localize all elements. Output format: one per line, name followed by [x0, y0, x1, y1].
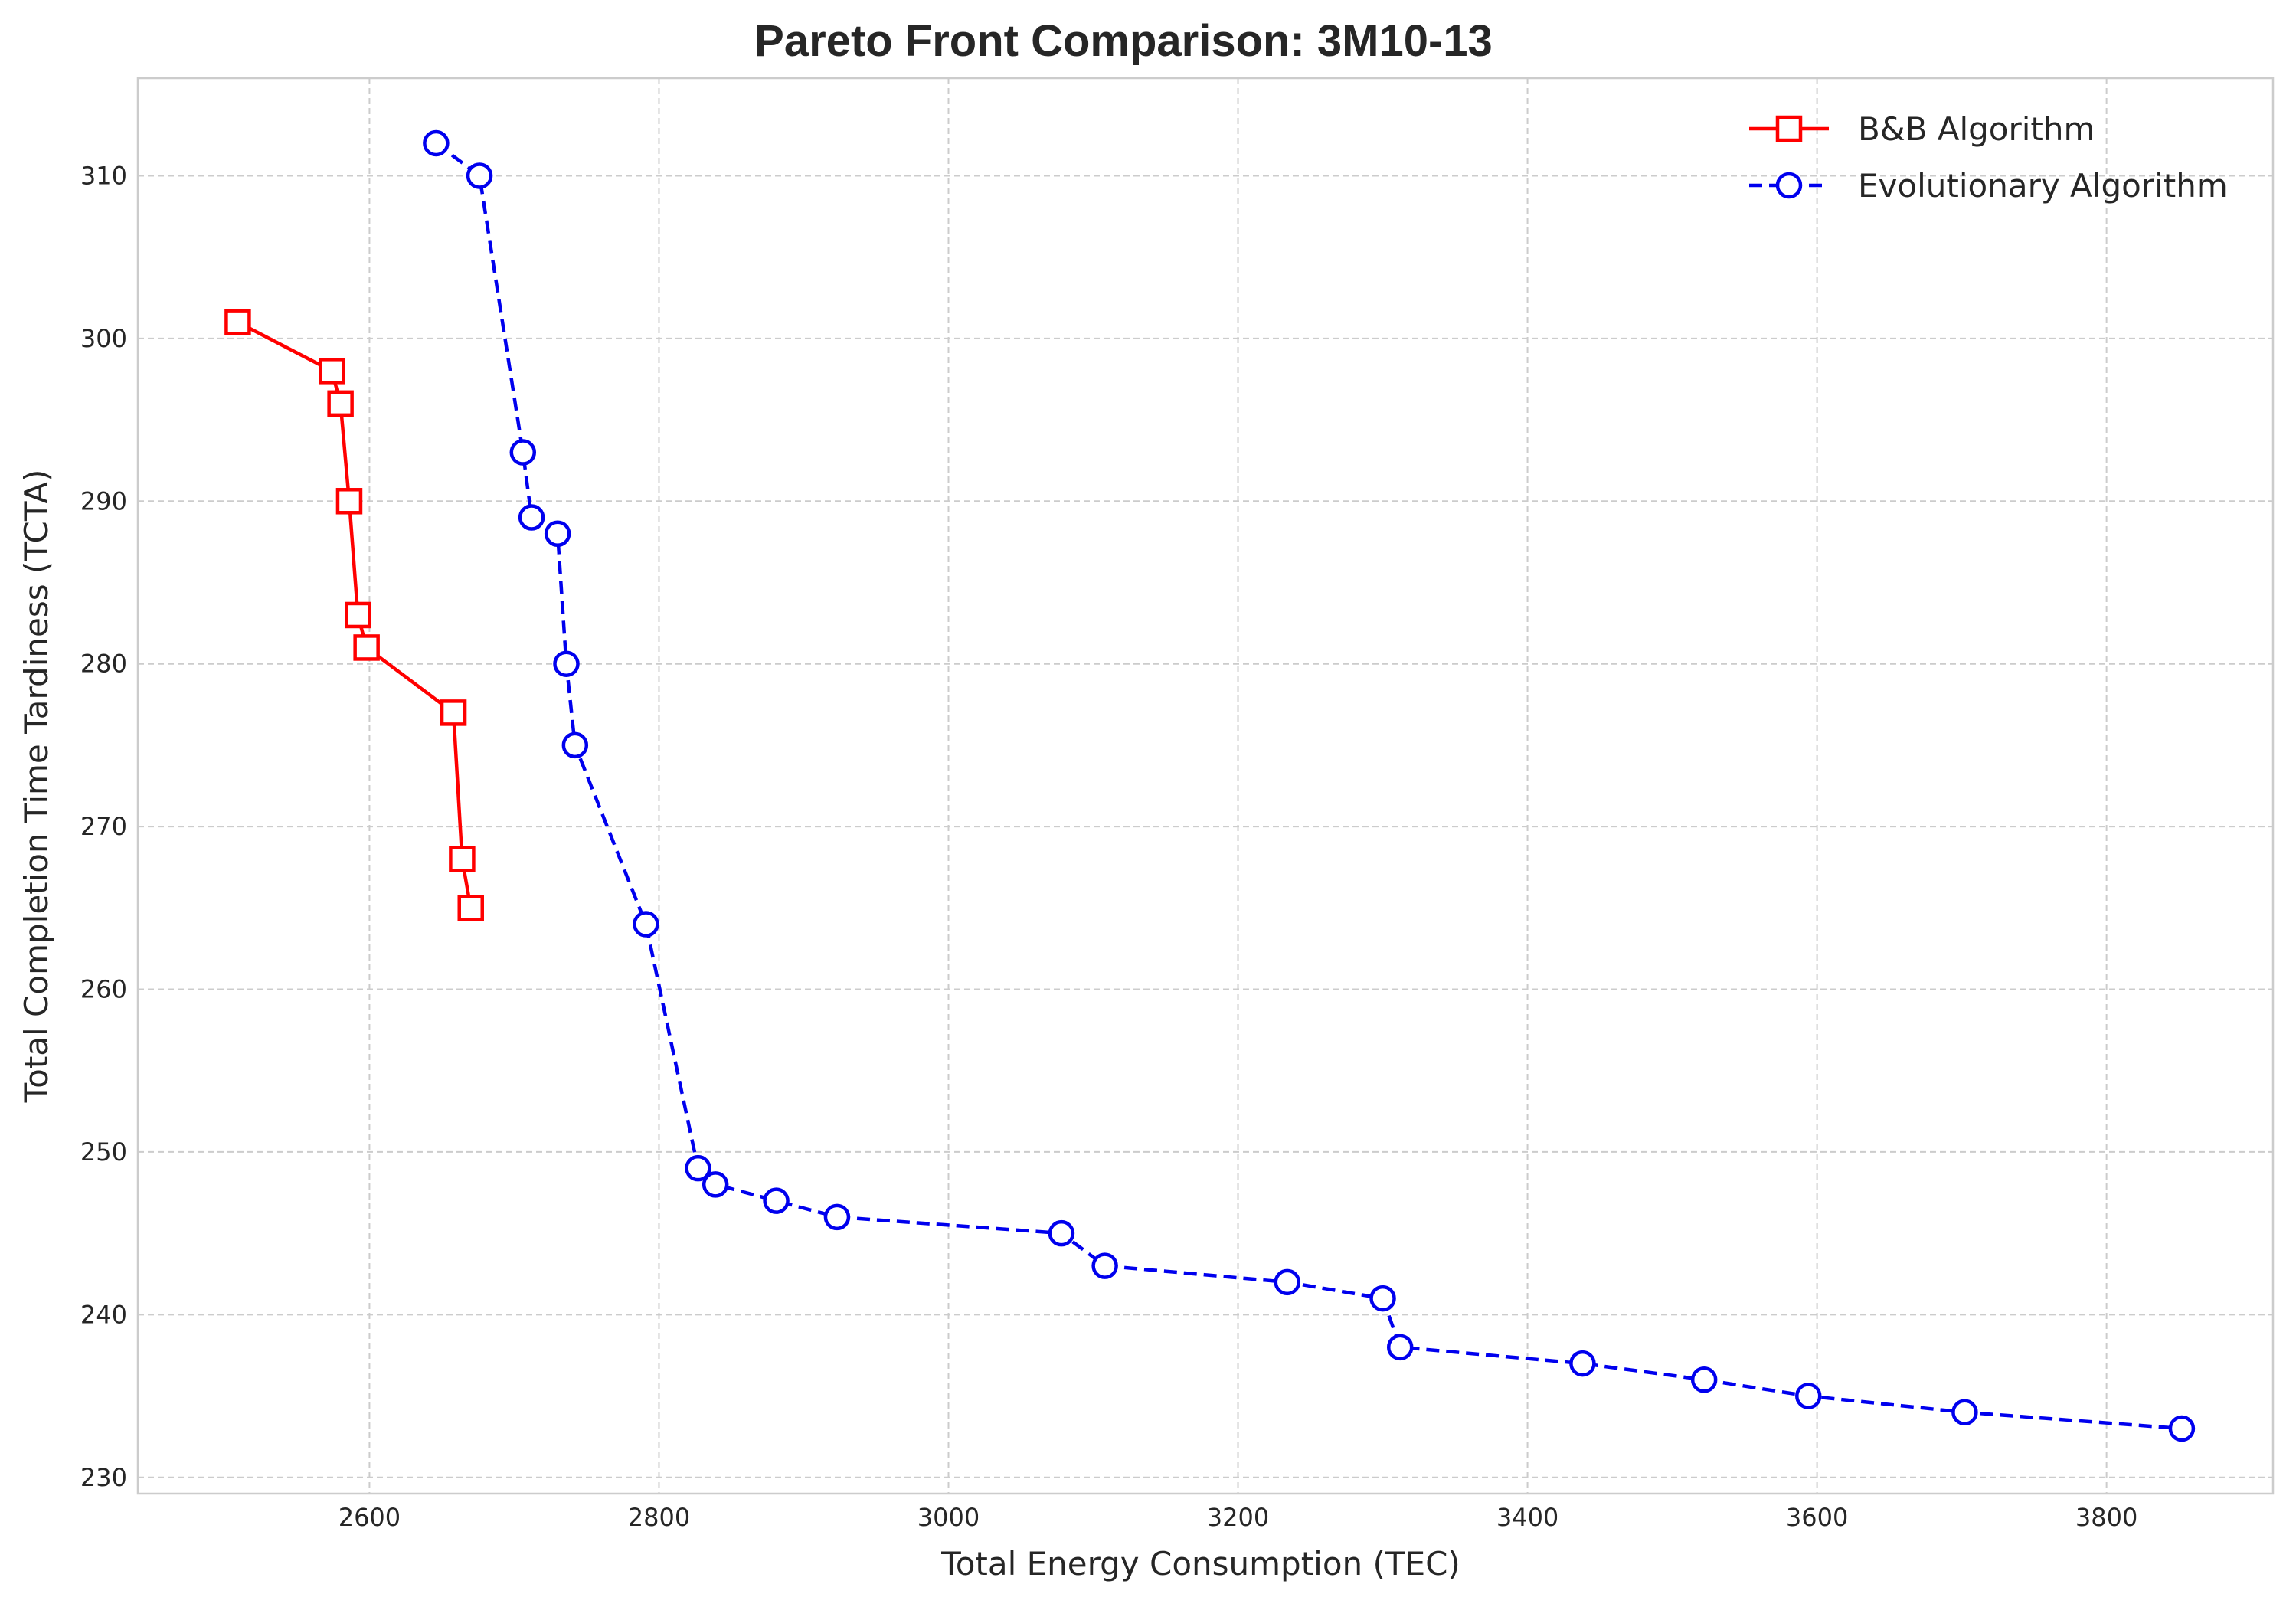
data-point: [423, 129, 450, 157]
data-point: [224, 309, 251, 335]
data-point: [1795, 1383, 1822, 1409]
data-point: [633, 911, 659, 938]
y-tick-label: 260: [80, 975, 127, 1004]
y-tick-label: 270: [80, 812, 127, 841]
data-series: [224, 129, 2196, 1442]
data-point: [327, 390, 354, 417]
data-point: [335, 488, 363, 515]
legend-entry: Evolutionary Algorithm: [1749, 167, 2228, 205]
data-point: [345, 601, 371, 629]
x-tick-label: 3600: [1786, 1503, 1848, 1532]
data-point: [509, 439, 537, 466]
data-point: [353, 634, 380, 661]
legend-label: Evolutionary Algorithm: [1858, 167, 2228, 205]
data-point: [1091, 1252, 1118, 1279]
grid-lines: [138, 78, 2273, 1494]
plot-frame: [136, 77, 2275, 1495]
data-point: [449, 846, 476, 872]
data-point: [763, 1187, 790, 1214]
data-point: [518, 504, 545, 531]
x-tick-label: 3000: [917, 1503, 980, 1532]
y-tick-label: 290: [80, 486, 127, 515]
y-tick-label: 310: [80, 161, 127, 190]
data-point: [553, 650, 580, 677]
series-bnb: [224, 309, 484, 921]
legend: B&B Algorithm Evolutionary Algorithm: [1749, 110, 2228, 205]
data-point: [1951, 1399, 1978, 1426]
series-line: [435, 142, 2183, 1431]
data-point: [1386, 1334, 1414, 1361]
data-point: [544, 520, 571, 548]
chart-title: Pareto Front Comparison: 3M10-13: [754, 16, 1493, 66]
x-tick-label: 3400: [1496, 1503, 1558, 1532]
x-tick-label: 3200: [1207, 1503, 1269, 1532]
data-point: [457, 895, 484, 921]
data-point: [685, 1154, 711, 1182]
data-point: [2168, 1415, 2196, 1442]
data-point: [702, 1171, 729, 1198]
legend-marker: [1775, 172, 1803, 199]
x-axis-label: Total Energy Consumption (TEC): [940, 1545, 1460, 1582]
legend-label: B&B Algorithm: [1858, 110, 2095, 148]
data-point: [440, 699, 467, 726]
x-tick-label: 2600: [339, 1503, 401, 1532]
y-tick-label: 250: [80, 1137, 127, 1167]
data-point: [319, 358, 345, 385]
data-point: [561, 731, 589, 759]
x-tick-label: 2800: [628, 1503, 690, 1532]
legend-entry: B&B Algorithm: [1749, 110, 2095, 148]
y-axis-label: Total Completion Time Tardiness (TCTA): [18, 470, 55, 1104]
y-tick-label: 240: [80, 1300, 127, 1329]
x-tick-label: 3800: [2075, 1503, 2137, 1532]
series-evolutionary: [423, 129, 2196, 1442]
y-tick-label: 230: [80, 1463, 127, 1492]
y-tick-label: 280: [80, 650, 127, 679]
data-point: [823, 1203, 851, 1231]
data-point: [1369, 1285, 1396, 1312]
legend-marker: [1775, 115, 1803, 142]
data-point: [1048, 1219, 1075, 1247]
data-point: [466, 162, 493, 189]
data-point: [1690, 1366, 1718, 1393]
y-tick-label: 300: [80, 324, 127, 353]
data-point: [1569, 1350, 1596, 1377]
axis-ticks: 2600 2800 3000 3200 3400 3600 3800 230 240 250 260…: [80, 161, 2137, 1532]
data-point: [1274, 1268, 1301, 1296]
